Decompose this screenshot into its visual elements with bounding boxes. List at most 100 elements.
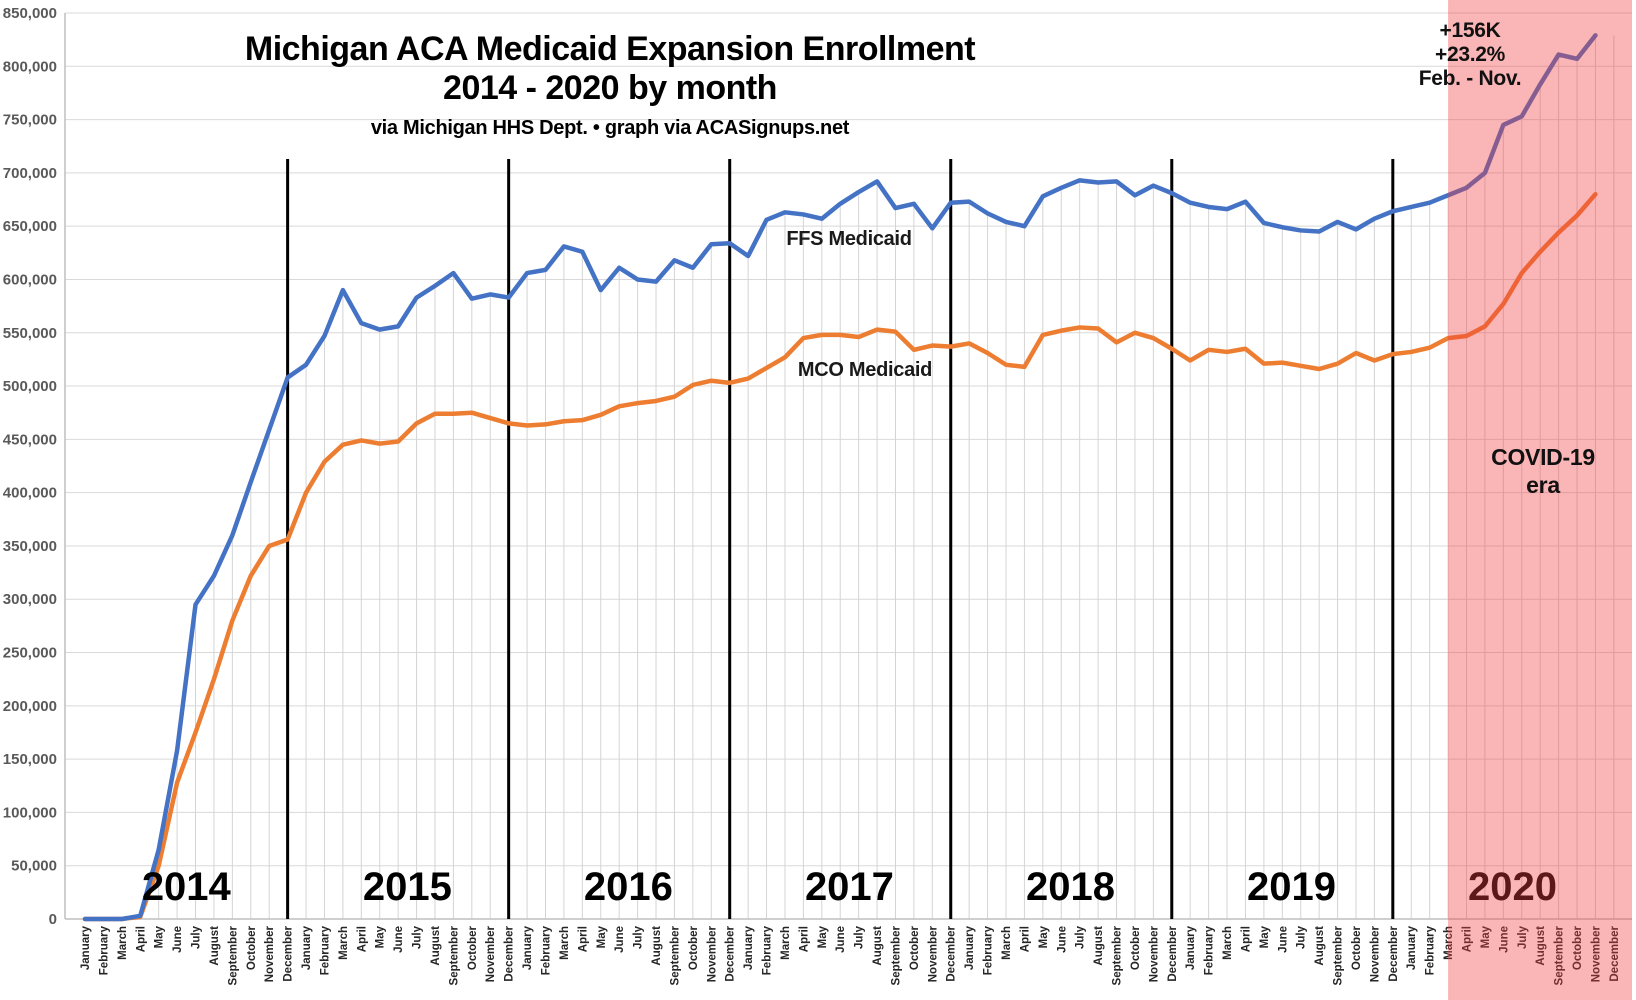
- month-tick-label: September: [1333, 925, 1345, 985]
- chart-subtitle: via Michigan HHS Dept. • graph via ACASi…: [371, 117, 850, 139]
- ffs-series-label: FFS Medicaid: [786, 228, 911, 250]
- tick-labels-layer: 0 50,000 100,000 150,000 200,000 250,000 300,0…: [3, 5, 1621, 985]
- month-tick-label: May: [1480, 925, 1492, 948]
- covid-era-band: [1448, 0, 1632, 1000]
- month-tick-label: February: [1204, 925, 1216, 975]
- month-tick-label: October: [467, 925, 479, 970]
- y-tick-label: 0: [49, 911, 57, 928]
- month-tick-label: May: [1259, 925, 1271, 948]
- month-tick-label: March: [1222, 926, 1234, 960]
- month-tick-label: August: [872, 926, 884, 966]
- y-tick-label: 800,000: [3, 58, 57, 75]
- month-tick-label: August: [651, 926, 663, 966]
- month-tick-label: November: [927, 925, 939, 982]
- month-tick-label: January: [301, 925, 313, 970]
- month-tick-label: May: [817, 925, 829, 948]
- month-tick-label: April: [356, 926, 368, 952]
- month-tick-label: May: [154, 925, 166, 948]
- year-label: 2016: [584, 865, 673, 909]
- covid-era-label-line1: COVID-19: [1491, 444, 1595, 470]
- month-tick-label: January: [1185, 925, 1197, 970]
- y-tick-label: 650,000: [3, 218, 57, 235]
- y-tick-label: 350,000: [3, 538, 57, 555]
- month-tick-label: June: [1056, 926, 1068, 953]
- month-tick-label: July: [1075, 925, 1087, 949]
- month-tick-label: March: [1443, 926, 1455, 960]
- month-tick-label: July: [412, 925, 424, 949]
- month-tick-label: December: [283, 925, 295, 981]
- month-tick-label: February: [319, 925, 331, 975]
- year-label: 2015: [363, 865, 452, 909]
- series-line-ffs: [82, 33, 1598, 922]
- month-tick-label: April: [1019, 926, 1031, 952]
- month-tick-label: March: [1001, 926, 1013, 960]
- month-tick-label: November: [1148, 925, 1160, 982]
- y-tick-label: 450,000: [3, 431, 57, 448]
- covid-band-layer: [1448, 0, 1632, 1000]
- month-tick-label: July: [633, 925, 645, 949]
- mco-series-label: MCO Medicaid: [798, 359, 932, 381]
- gridlines-layer: [64, 12, 1632, 920]
- month-tick-label: February: [762, 925, 774, 975]
- month-tick-label: July: [1517, 925, 1529, 949]
- month-tick-label: September: [227, 925, 239, 985]
- month-tick-label: June: [614, 926, 626, 953]
- month-tick-label: May: [375, 925, 387, 948]
- month-tick-label: October: [1351, 925, 1363, 970]
- month-tick-label: February: [983, 925, 995, 975]
- y-tick-label: 300,000: [3, 591, 57, 608]
- month-tick-label: December: [725, 925, 737, 981]
- month-tick-label: October: [1130, 925, 1142, 970]
- month-tick-label: March: [117, 926, 129, 960]
- month-tick-label: August: [1314, 926, 1326, 966]
- covid-gain-annotation-line1: +156K: [1440, 19, 1501, 42]
- month-tick-label: August: [1093, 926, 1105, 966]
- y-tick-label: 600,000: [3, 271, 57, 288]
- month-tick-label: December: [946, 925, 958, 981]
- month-tick-label: November: [485, 925, 497, 982]
- month-tick-label: December: [1167, 925, 1179, 981]
- month-tick-label: February: [1425, 925, 1437, 975]
- series-line-mco: [82, 191, 1598, 922]
- y-tick-label: 700,000: [3, 165, 57, 182]
- month-tick-label: February: [98, 925, 110, 975]
- month-tick-label: December: [504, 925, 516, 981]
- month-tick-label: July: [1296, 925, 1308, 949]
- month-tick-label: August: [209, 926, 221, 966]
- month-tick-label: December: [1609, 925, 1621, 981]
- covid-gain-annotation-line3: Feb. - Nov.: [1419, 67, 1521, 90]
- month-tick-label: October: [1572, 925, 1584, 970]
- y-tick-label: 850,000: [3, 5, 57, 22]
- series-lines-layer: [82, 33, 1598, 922]
- month-tick-label: June: [1277, 926, 1289, 953]
- month-tick-label: April: [798, 926, 810, 952]
- month-tick-label: September: [669, 925, 681, 985]
- year-label: 2020: [1468, 865, 1557, 909]
- year-label: 2014: [142, 865, 232, 909]
- month-tick-label: October: [688, 925, 700, 970]
- month-tick-label: July: [191, 925, 203, 949]
- year-label: 2018: [1026, 865, 1115, 909]
- y-tick-label: 100,000: [3, 804, 57, 821]
- month-tick-label: March: [338, 926, 350, 960]
- month-tick-label: April: [1462, 926, 1474, 952]
- y-tick-label: 750,000: [3, 112, 57, 129]
- month-tick-label: July: [854, 925, 866, 949]
- month-tick-label: September: [890, 925, 902, 985]
- month-tick-label: September: [1112, 925, 1124, 985]
- month-tick-label: January: [743, 925, 755, 970]
- month-tick-label: December: [1388, 925, 1400, 981]
- y-tick-label: 550,000: [3, 325, 57, 342]
- y-tick-label: 200,000: [3, 698, 57, 715]
- month-tick-label: April: [577, 926, 589, 952]
- chart-title-line1: Michigan ACA Medicaid Expansion Enrollme…: [245, 30, 975, 68]
- month-tick-label: March: [780, 926, 792, 960]
- y-tick-label: 250,000: [3, 645, 57, 662]
- month-tick-label: October: [246, 925, 258, 970]
- y-tick-label: 150,000: [3, 751, 57, 768]
- month-tick-label: November: [1590, 925, 1602, 982]
- month-tick-label: May: [596, 925, 608, 948]
- month-tick-label: January: [1406, 925, 1418, 970]
